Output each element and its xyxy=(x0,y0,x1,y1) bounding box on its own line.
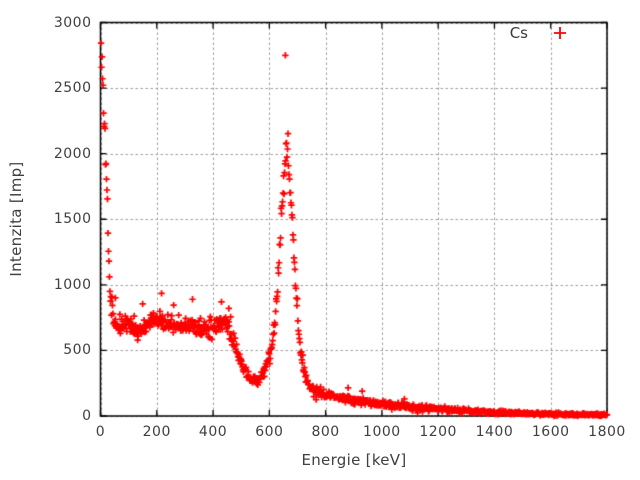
y-tick-label: 2000 xyxy=(53,145,92,162)
y-tick-label: 1500 xyxy=(53,211,92,228)
x-tick-label: 200 xyxy=(142,424,171,440)
y-tick-label: 1000 xyxy=(53,276,92,293)
x-tick-label: 800 xyxy=(311,424,340,440)
legend-plus-marker-icon xyxy=(554,27,566,39)
x-tick-label: 1000 xyxy=(363,424,401,440)
x-tick-label: 0 xyxy=(95,424,106,440)
y-tick-label: 3000 xyxy=(53,14,92,31)
legend: Cs xyxy=(510,24,568,42)
x-tick-label: 1800 xyxy=(588,424,626,440)
y-axis-title: Intenzita [Imp] xyxy=(7,161,25,277)
x-axis-title: Energie [keV] xyxy=(301,451,407,469)
x-tick-label: 400 xyxy=(198,424,228,440)
y-tick-label: 0 xyxy=(82,408,92,424)
x-tick-label: 600 xyxy=(255,424,284,440)
legend-series-label: Cs xyxy=(509,24,528,42)
y-tick-label: 2500 xyxy=(53,80,92,97)
y-tick-label: 500 xyxy=(63,342,92,359)
x-tick-label: 1600 xyxy=(531,424,570,440)
x-tick-label: 1200 xyxy=(419,424,457,440)
x-tick-label: 1400 xyxy=(475,424,514,440)
